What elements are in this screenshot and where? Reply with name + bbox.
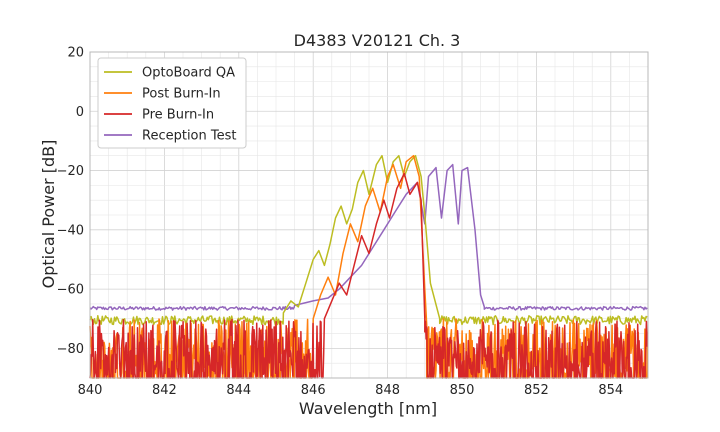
y-tick-label: −80 <box>57 342 84 357</box>
x-tick-label: 848 <box>375 383 400 398</box>
chart-title: D4383 V20121 Ch. 3 <box>294 31 461 50</box>
legend-label: Reception Test <box>142 129 236 144</box>
legend-label: Post Burn-In <box>142 87 221 102</box>
x-tick-label: 854 <box>598 383 623 398</box>
legend: OptoBoard QA Post Burn-In Pre Burn-In Recep… <box>97 57 247 149</box>
x-ticks: 840 842 844 846 848 850 852 854 <box>78 383 624 398</box>
x-tick-label: 850 <box>450 383 475 398</box>
y-tick-label: −60 <box>57 283 84 298</box>
x-tick-label: 852 <box>524 383 549 398</box>
legend-label: Pre Burn-In <box>142 108 214 123</box>
legend-label: OptoBoard QA <box>142 66 235 81</box>
x-tick-label: 846 <box>301 383 326 398</box>
y-tick-label: 0 <box>76 105 84 120</box>
plot-frame <box>89 51 649 379</box>
y-axis-label: Optical Power [dB] <box>39 140 58 289</box>
x-tick-label: 842 <box>152 383 177 398</box>
series-line-reception-test <box>89 163 648 311</box>
y-ticks: 20 0 −20 −40 −60 −80 <box>57 46 84 357</box>
y-tick-label: −20 <box>57 164 84 179</box>
x-tick-label: 844 <box>226 383 251 398</box>
x-axis-label: Wavelength [nm] <box>299 399 437 418</box>
series-line-optoboard-qa <box>89 154 648 326</box>
x-tick-label: 840 <box>78 383 103 398</box>
y-tick-label: 20 <box>67 46 84 61</box>
y-tick-label: −40 <box>57 223 84 238</box>
legend-box <box>97 57 247 149</box>
